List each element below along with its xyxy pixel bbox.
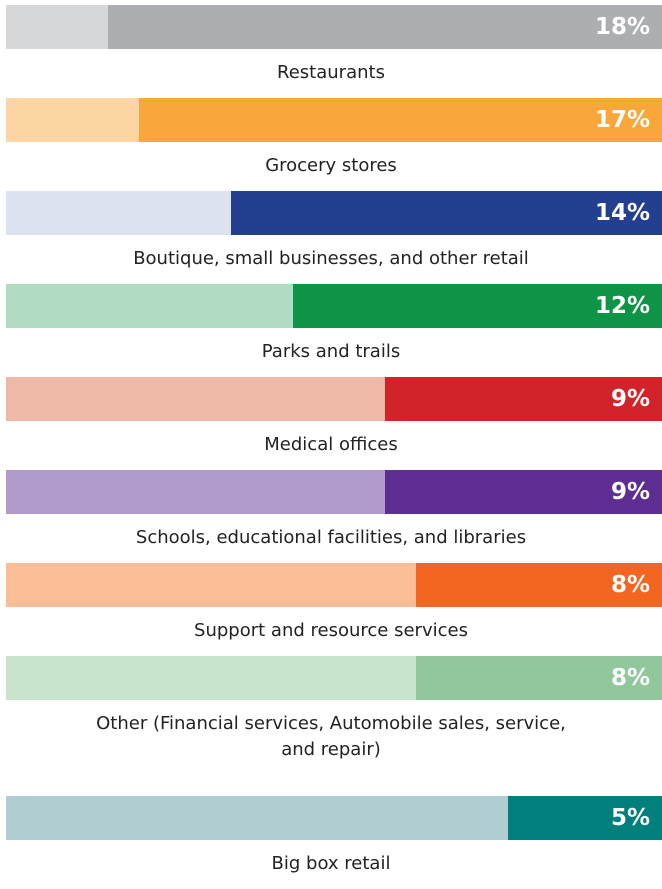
- bar: [385, 470, 662, 514]
- bar: [292, 284, 662, 328]
- bar: [385, 377, 662, 421]
- value-label: 9%: [610, 386, 650, 412]
- bar: [508, 796, 662, 840]
- bar-track: 8%: [6, 563, 662, 607]
- category-label: Big box retail: [271, 853, 391, 874]
- bar-track: 12%: [6, 284, 662, 328]
- value-label: 17%: [594, 107, 650, 133]
- value-label: 14%: [594, 200, 650, 226]
- bar-track: 8%: [6, 656, 662, 700]
- bar: [108, 5, 662, 49]
- bar-track: 9%: [6, 470, 662, 514]
- category-label: Support and resource services: [194, 620, 468, 641]
- bar: [415, 656, 662, 700]
- category-label: Boutique, small businesses, and other re…: [133, 248, 529, 269]
- category-label: Other (Financial services, Automobile sa…: [96, 713, 566, 760]
- bar-track: 5%: [6, 796, 662, 840]
- value-label: 18%: [594, 14, 650, 40]
- value-label: 8%: [610, 572, 650, 598]
- bar: [415, 563, 662, 607]
- bar-track: 14%: [6, 191, 662, 235]
- value-label: 5%: [610, 805, 650, 831]
- category-label: Parks and trails: [261, 341, 401, 362]
- bar-track: 18%: [6, 5, 662, 49]
- category-label: Grocery stores: [265, 155, 397, 176]
- category-label: Schools, educational facilities, and lib…: [135, 527, 527, 548]
- bar-track: 17%: [6, 98, 662, 142]
- value-label: 9%: [610, 479, 650, 505]
- bar: [138, 98, 662, 142]
- category-label: Restaurants: [277, 62, 385, 83]
- bar: [231, 191, 662, 235]
- category-label: Medical offices: [264, 434, 398, 455]
- bar-track: 9%: [6, 377, 662, 421]
- value-label: 8%: [610, 665, 650, 691]
- value-label: 12%: [594, 293, 650, 319]
